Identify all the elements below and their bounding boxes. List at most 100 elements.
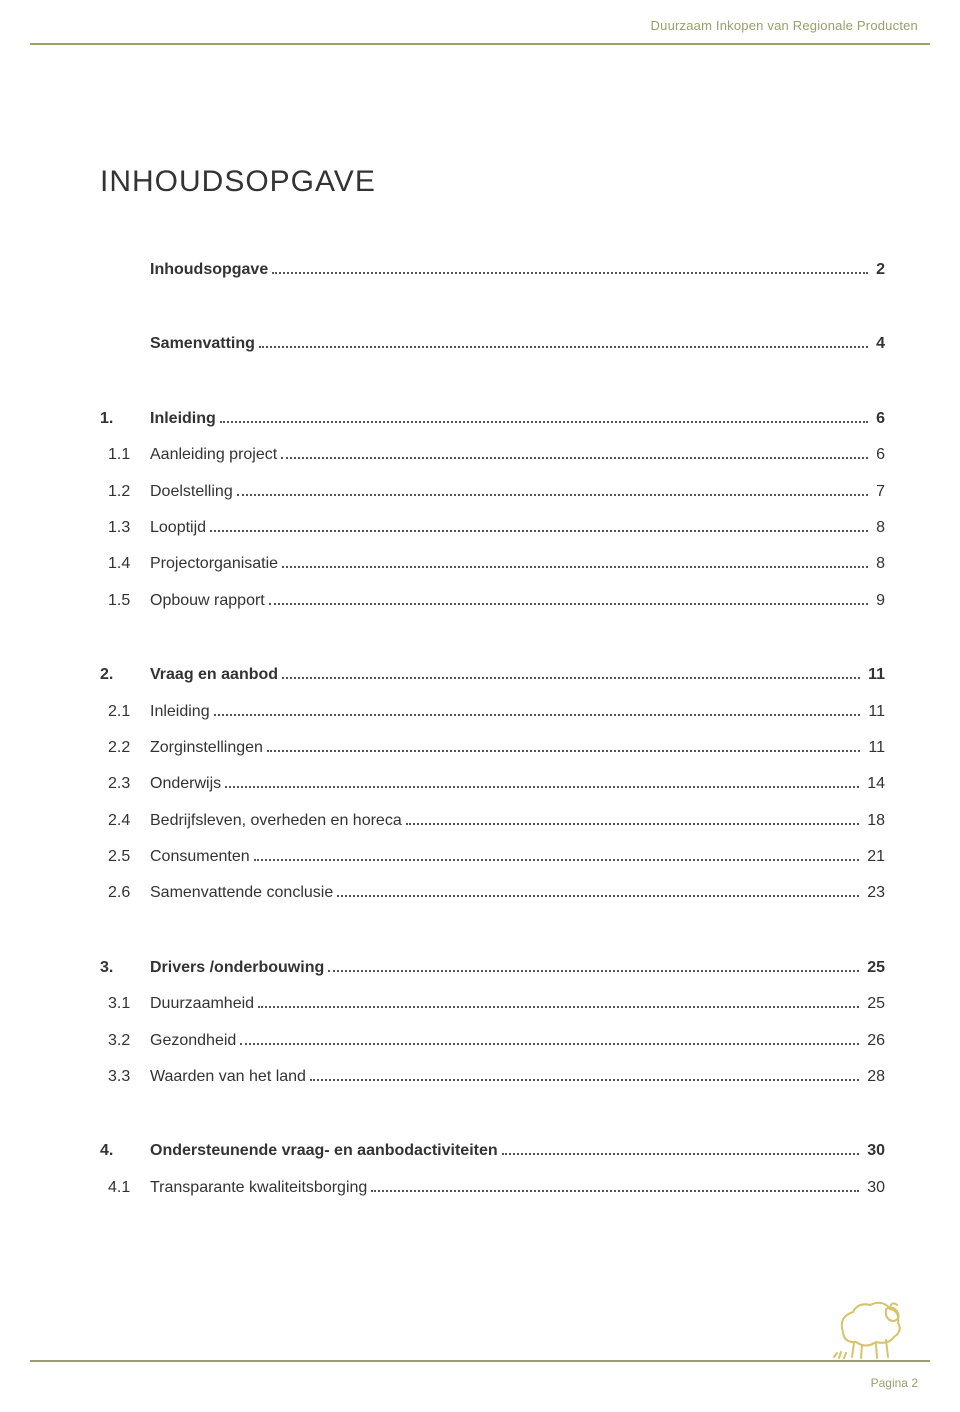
toc-page: 21 bbox=[863, 846, 885, 868]
toc-label: Doelstelling bbox=[150, 481, 233, 503]
toc-leader bbox=[337, 895, 859, 897]
toc-row: 3.1Duurzaamheid 25 bbox=[100, 993, 885, 1015]
toc-number: 2.6 bbox=[100, 882, 150, 904]
toc-leader bbox=[267, 750, 860, 752]
toc-label: Zorginstellingen bbox=[150, 737, 263, 759]
toc-row: 2.5Consumenten 21 bbox=[100, 846, 885, 868]
content-area: INHOUDSOPGAVE Inhoudsopgave 2 Samenvattin… bbox=[100, 165, 885, 1251]
toc-label: Inhoudsopgave bbox=[150, 259, 268, 281]
toc-page: 11 bbox=[864, 701, 885, 723]
toc-page: 8 bbox=[872, 517, 885, 539]
toc-page: 8 bbox=[872, 553, 885, 575]
sheep-logo-icon bbox=[828, 1287, 908, 1362]
toc-leader bbox=[210, 530, 868, 532]
toc-leader bbox=[214, 714, 861, 716]
toc-number: 1.5 bbox=[100, 590, 150, 612]
toc-page: 30 bbox=[863, 1140, 885, 1162]
toc-label: Drivers /onderbouwing bbox=[150, 957, 324, 979]
toc-page: 9 bbox=[872, 590, 885, 612]
toc-number: 4.1 bbox=[100, 1177, 150, 1199]
toc-section: 1.Inleiding 6 1.1Aanleiding project6 1.2Do… bbox=[100, 408, 885, 612]
toc-number: 1.3 bbox=[100, 517, 150, 539]
toc-row: 4.1Transparante kwaliteitsborging30 bbox=[100, 1177, 885, 1199]
toc-label: Bedrijfsleven, overheden en horeca bbox=[150, 810, 402, 832]
toc-label: Looptijd bbox=[150, 517, 206, 539]
toc-leader bbox=[254, 859, 860, 861]
toc-row: 1.2Doelstelling 7 bbox=[100, 481, 885, 503]
header-rule bbox=[30, 43, 930, 45]
toc-page: 7 bbox=[872, 481, 885, 503]
toc-leader bbox=[272, 272, 868, 274]
toc-leader bbox=[269, 603, 868, 605]
toc-leader bbox=[220, 421, 868, 423]
toc-number: 2.4 bbox=[100, 810, 150, 832]
footer-rule bbox=[30, 1360, 930, 1362]
toc-row: 2.2Zorginstellingen 11 bbox=[100, 737, 885, 759]
toc-section: 3.Drivers /onderbouwing 253.1Duurzaamhei… bbox=[100, 957, 885, 1089]
page-title: INHOUDSOPGAVE bbox=[100, 165, 885, 199]
toc-page: 6 bbox=[872, 444, 885, 466]
toc-section: Inhoudsopgave 2 bbox=[100, 259, 885, 281]
toc-leader bbox=[281, 457, 868, 459]
toc-row: 1.1Aanleiding project6 bbox=[100, 444, 885, 466]
toc-leader bbox=[237, 494, 868, 496]
toc-page: 25 bbox=[863, 957, 885, 979]
toc-leader bbox=[371, 1190, 859, 1192]
toc-page: 18 bbox=[863, 810, 885, 832]
toc-leader bbox=[258, 1006, 859, 1008]
toc-row: 2.1Inleiding 11 bbox=[100, 701, 885, 723]
toc-page: 2 bbox=[872, 259, 885, 281]
toc-row: 2.Vraag en aanbod 11 bbox=[100, 664, 885, 686]
toc-leader bbox=[502, 1153, 860, 1155]
toc-leader bbox=[310, 1079, 859, 1081]
toc-number: 2.2 bbox=[100, 737, 150, 759]
toc-row: 3.2Gezondheid26 bbox=[100, 1030, 885, 1052]
toc-page: 11 bbox=[864, 664, 885, 686]
toc-number: 2. bbox=[100, 664, 150, 686]
page-number: Pagina 2 bbox=[871, 1376, 918, 1390]
toc-number: 1.1 bbox=[100, 444, 150, 466]
toc-label: Onderwijs bbox=[150, 773, 221, 795]
toc-row: 1.Inleiding 6 bbox=[100, 408, 885, 430]
toc-label: Waarden van het land bbox=[150, 1066, 306, 1088]
page-number-value: 2 bbox=[911, 1376, 918, 1390]
toc-row: 2.6Samenvattende conclusie 23 bbox=[100, 882, 885, 904]
toc-row: 2.3Onderwijs14 bbox=[100, 773, 885, 795]
toc-page: 25 bbox=[863, 993, 885, 1015]
toc-page: 23 bbox=[863, 882, 885, 904]
toc-label: Inleiding bbox=[150, 701, 210, 723]
page-header: Duurzaam Inkopen van Regionale Producten bbox=[0, 18, 960, 45]
toc-page: 28 bbox=[863, 1066, 885, 1088]
toc-page: 11 bbox=[864, 737, 885, 759]
toc-label: Samenvattende conclusie bbox=[150, 882, 333, 904]
toc-number: 4. bbox=[100, 1140, 150, 1162]
toc-page: 14 bbox=[863, 773, 885, 795]
toc-label: Consumenten bbox=[150, 846, 250, 868]
toc-row: 1.4Projectorganisatie8 bbox=[100, 553, 885, 575]
toc-number: 2.5 bbox=[100, 846, 150, 868]
toc-section: Samenvatting 4 bbox=[100, 333, 885, 355]
toc-row: Samenvatting 4 bbox=[100, 333, 885, 355]
toc-label: Inleiding bbox=[150, 408, 216, 430]
table-of-contents: Inhoudsopgave 2 Samenvatting 4 1.Inleiding… bbox=[100, 259, 885, 1199]
toc-label: Transparante kwaliteitsborging bbox=[150, 1177, 367, 1199]
toc-leader bbox=[225, 786, 859, 788]
toc-leader bbox=[282, 566, 868, 568]
toc-number: 3.2 bbox=[100, 1030, 150, 1052]
toc-row: 3.3Waarden van het land28 bbox=[100, 1066, 885, 1088]
toc-number: 2.1 bbox=[100, 701, 150, 723]
toc-label: Duurzaamheid bbox=[150, 993, 254, 1015]
toc-number: 1.2 bbox=[100, 481, 150, 503]
running-title: Duurzaam Inkopen van Regionale Producten bbox=[0, 18, 960, 33]
toc-label: Ondersteunende vraag- en aanbodactivitei… bbox=[150, 1140, 498, 1162]
toc-section: 4.Ondersteunende vraag- en aanbodactivit… bbox=[100, 1140, 885, 1199]
toc-label: Projectorganisatie bbox=[150, 553, 278, 575]
toc-row: Inhoudsopgave 2 bbox=[100, 259, 885, 281]
toc-section: 2.Vraag en aanbod 112.1Inleiding112.2Zor… bbox=[100, 664, 885, 905]
toc-label: Vraag en aanbod bbox=[150, 664, 278, 686]
toc-leader bbox=[406, 823, 859, 825]
toc-row: 1.3Looptijd 8 bbox=[100, 517, 885, 539]
toc-row: 1.5Opbouw rapport9 bbox=[100, 590, 885, 612]
toc-number: 3.1 bbox=[100, 993, 150, 1015]
toc-label: Gezondheid bbox=[150, 1030, 236, 1052]
